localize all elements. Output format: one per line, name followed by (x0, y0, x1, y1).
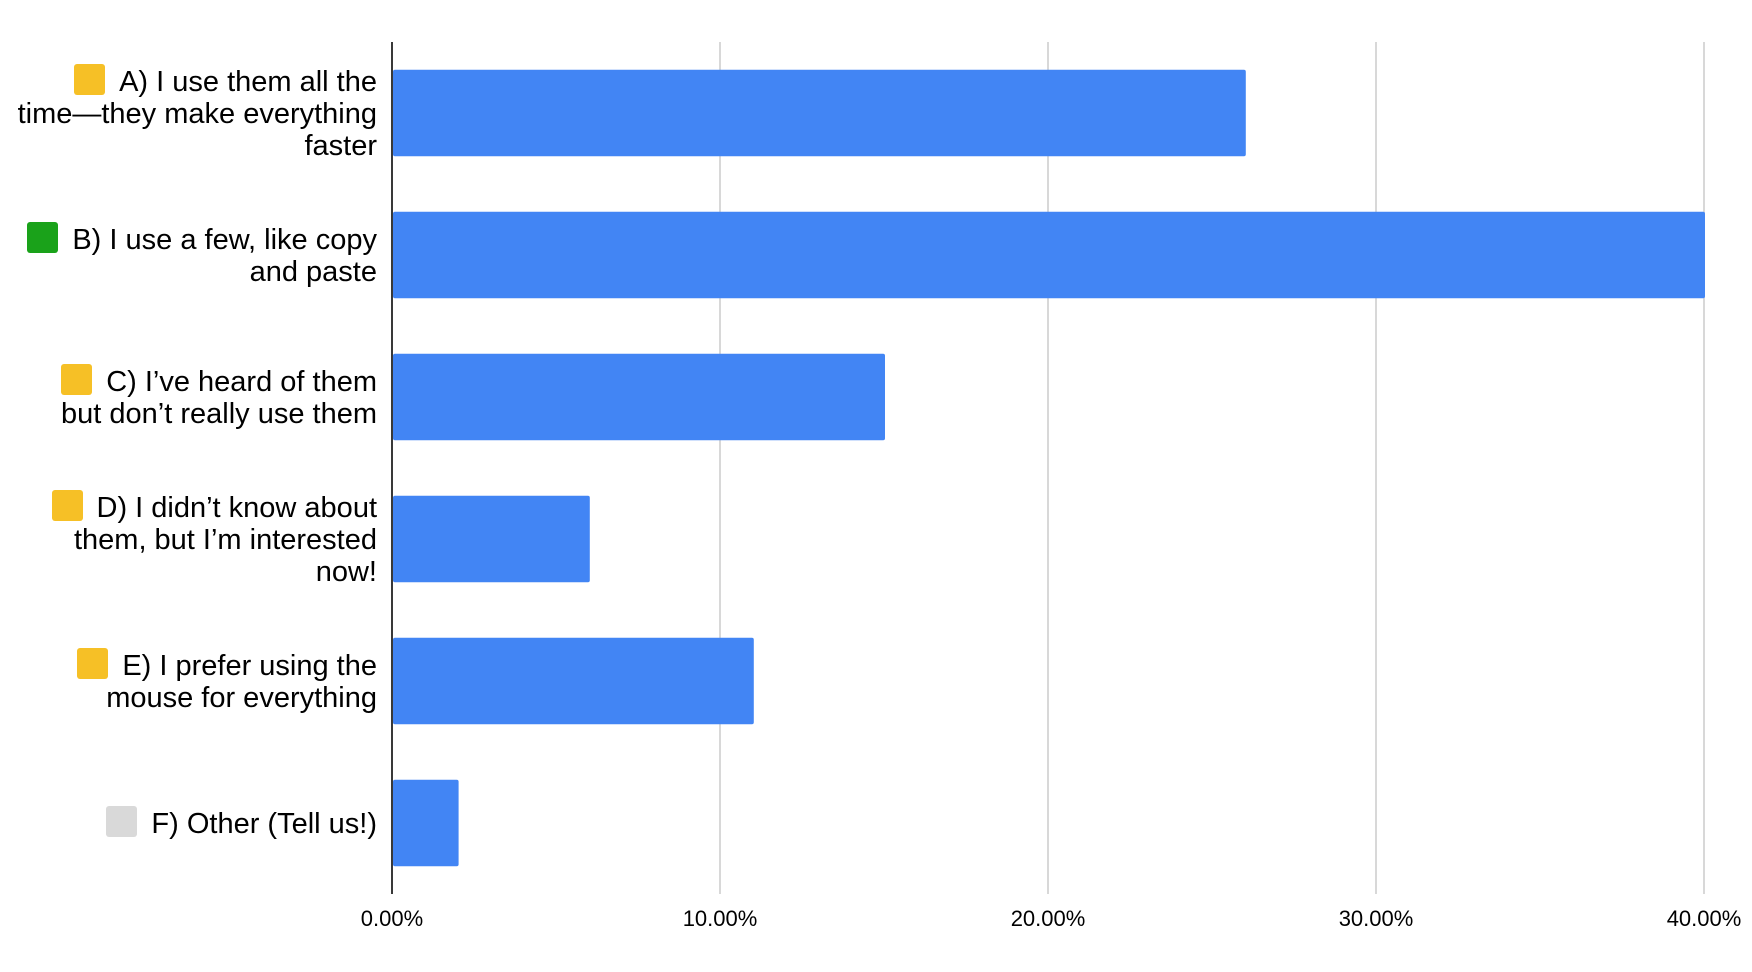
y-tick-label: F) Other (Tell us!) (17, 806, 377, 840)
y-tick-label: E) I prefer using the mouse for everythi… (17, 648, 377, 714)
x-tick-label: 20.00% (1011, 906, 1086, 931)
bar (393, 637, 754, 725)
label-icon (51, 490, 83, 521)
category-text: B) I use a few, like copy and paste (72, 224, 377, 288)
label-icon (106, 806, 138, 837)
category-text: E) I prefer using the mouse for everythi… (106, 650, 377, 714)
category-text: D) I didn’t know about them, but I’m int… (73, 492, 377, 588)
category-text: C) I’ve heard of them but don’t really u… (61, 366, 377, 430)
bar (393, 779, 459, 867)
x-tick-label: 0.00% (361, 906, 423, 931)
label-icon (74, 64, 106, 95)
y-tick-label: A) I use them all the time—they make eve… (17, 64, 377, 162)
category-text: F) Other (Tell us!) (151, 808, 377, 840)
label-icon (77, 648, 109, 679)
y-tick-label: D) I didn’t know about them, but I’m int… (17, 490, 377, 588)
label-icon (27, 222, 59, 253)
bar (393, 69, 1246, 157)
y-tick-label: C) I’ve heard of them but don’t really u… (17, 364, 377, 430)
x-tick-label: 40.00% (1667, 906, 1742, 931)
bar (393, 353, 885, 441)
x-tick-label: 10.00% (683, 906, 758, 931)
y-tick-label: B) I use a few, like copy and paste (17, 222, 377, 288)
x-tick-label: 30.00% (1339, 906, 1414, 931)
bar (393, 495, 590, 583)
bar (393, 211, 1705, 299)
category-text: A) I use them all the time—they make eve… (17, 66, 377, 162)
label-icon (61, 364, 93, 395)
